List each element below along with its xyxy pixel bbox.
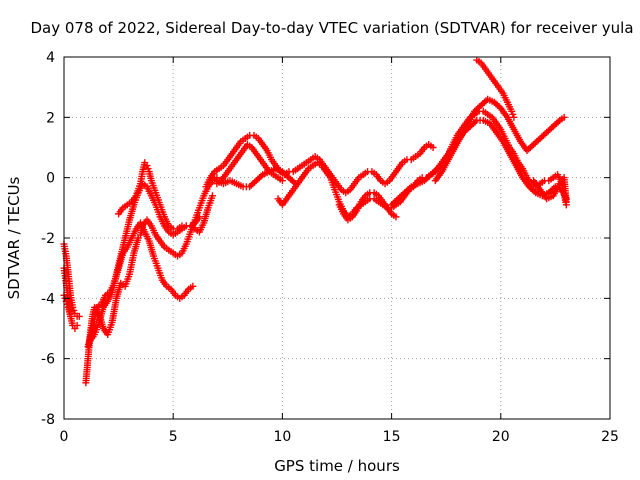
data-point	[429, 144, 437, 151]
data-point	[189, 282, 197, 290]
y-tick-labels: -8 -6 -4 -2 0 2 4	[41, 50, 55, 428]
data-points	[60, 56, 570, 387]
series-track-15	[473, 56, 518, 121]
series-track-16	[530, 174, 570, 206]
y-tick-label: 4	[46, 50, 55, 66]
y-tick-label: -2	[41, 231, 55, 247]
chart-title: Day 078 of 2022, Sidereal Day-to-day VTE…	[30, 19, 633, 37]
x-tick-labels: 0 5 10 15 20 25	[60, 429, 619, 445]
y-tick-label: -6	[41, 352, 55, 368]
series-track-7	[115, 159, 217, 236]
y-tick-label: -8	[41, 412, 55, 428]
x-tick-label: 25	[601, 429, 619, 445]
axis-ticks	[63, 56, 611, 420]
data-point	[560, 113, 568, 121]
y-tick-label: 2	[46, 110, 55, 126]
data-point	[75, 312, 83, 320]
x-tick-label: 15	[383, 429, 401, 445]
series-track-14	[431, 95, 568, 185]
grid	[64, 57, 610, 419]
data-point	[67, 312, 75, 320]
data-point	[278, 177, 286, 185]
data-point	[510, 113, 518, 121]
x-tick-label: 10	[273, 429, 291, 445]
x-axis-label: GPS time / hours	[274, 457, 400, 475]
y-tick-label: -4	[41, 291, 55, 307]
data-point	[209, 192, 217, 200]
y-axis-label: SDTVAR / TECUs	[5, 176, 23, 299]
series-track-12	[335, 189, 400, 224]
y-tick-label: 0	[46, 171, 55, 187]
x-tick-label: 0	[60, 429, 69, 445]
x-tick-label: 5	[169, 429, 178, 445]
data-point	[392, 213, 400, 221]
data-point	[195, 213, 203, 221]
data-point	[562, 198, 570, 206]
x-tick-label: 20	[492, 429, 510, 445]
data-point	[73, 321, 81, 329]
series-track-6	[86, 180, 203, 345]
